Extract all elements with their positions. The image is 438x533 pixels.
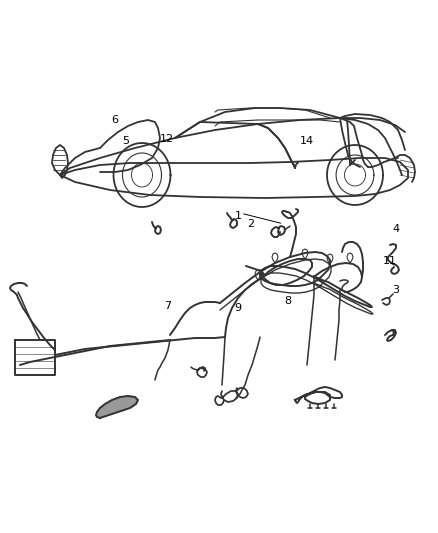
Text: 5: 5 xyxy=(123,136,130,146)
Text: 2: 2 xyxy=(247,219,254,229)
Polygon shape xyxy=(96,396,138,418)
Text: 7: 7 xyxy=(164,302,171,311)
Text: 14: 14 xyxy=(300,136,314,146)
Text: 11: 11 xyxy=(383,256,397,266)
Text: 1: 1 xyxy=(234,211,241,221)
Text: 3: 3 xyxy=(392,286,399,295)
Text: 12: 12 xyxy=(160,134,174,143)
Text: 4: 4 xyxy=(392,224,399,234)
Text: 8: 8 xyxy=(285,296,292,306)
Text: 6: 6 xyxy=(112,115,119,125)
Text: 9: 9 xyxy=(234,303,241,313)
